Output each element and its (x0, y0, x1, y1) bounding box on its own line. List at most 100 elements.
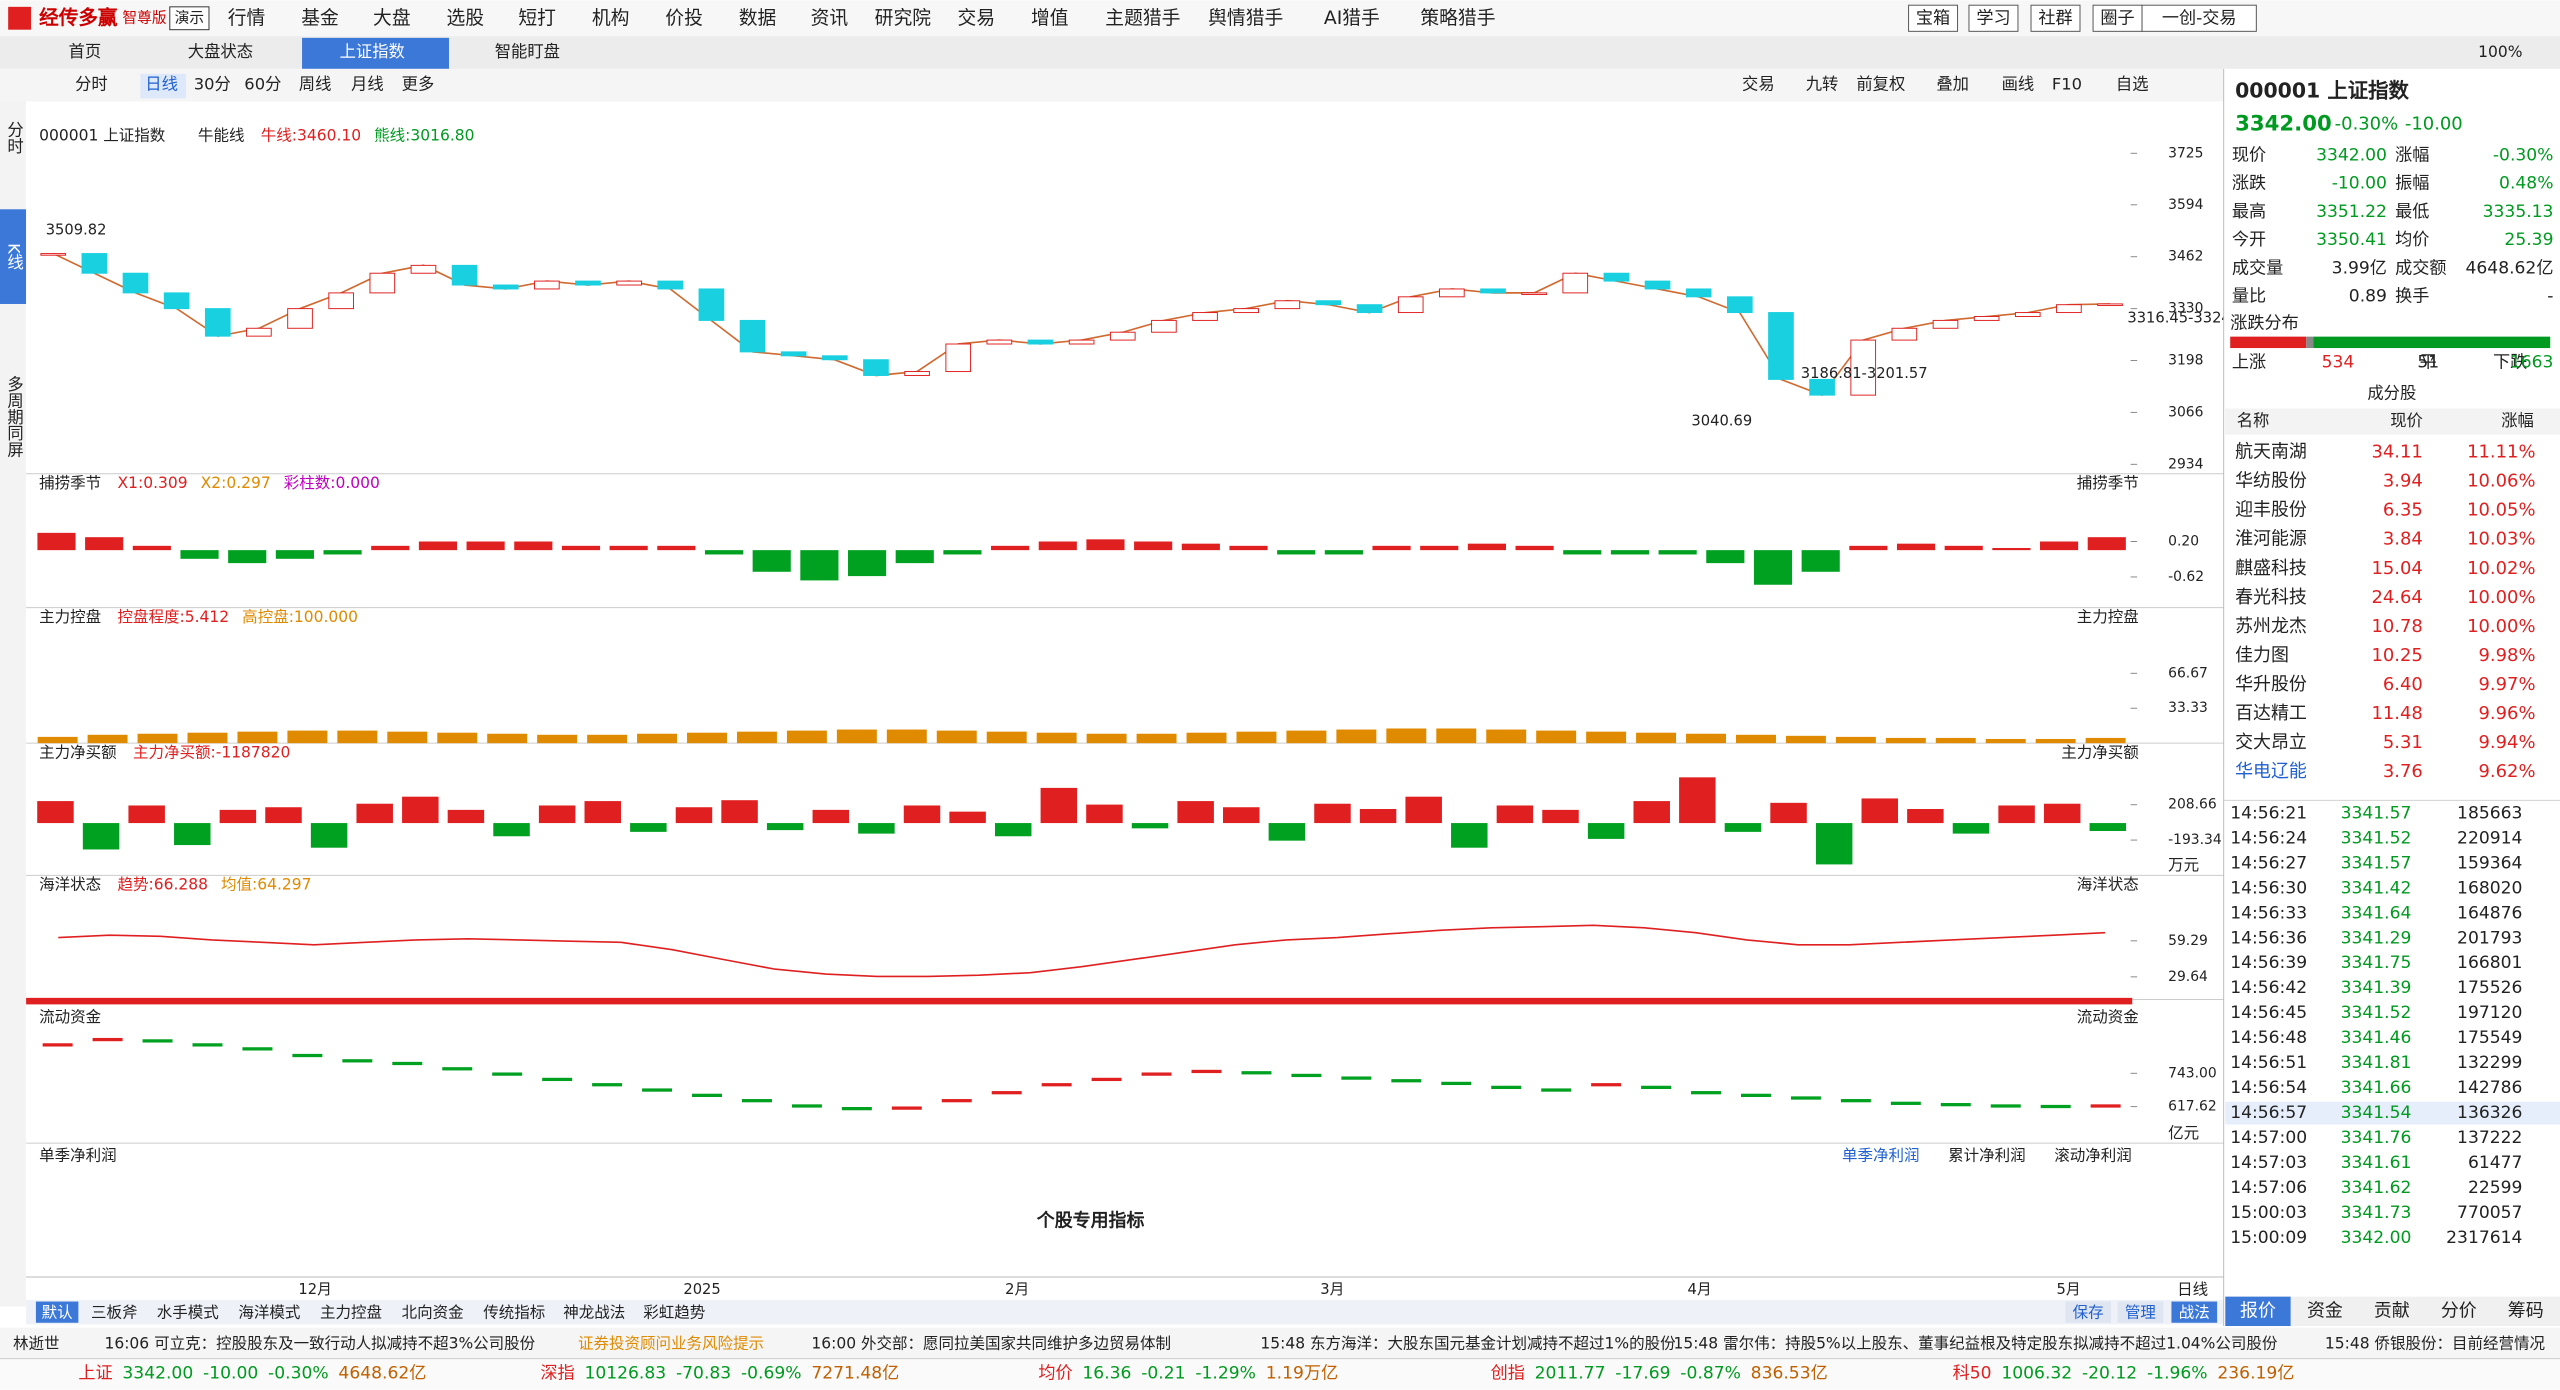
period-button[interactable]: 60分 (244, 75, 281, 94)
legend-entry: 熊线:3016.80 (374, 126, 474, 144)
stock-name[interactable]: 华升股份 (2235, 674, 2307, 695)
menu-item[interactable]: 价投 (665, 7, 703, 29)
top-button-label[interactable]: 圈子 (2100, 8, 2134, 28)
tool-button[interactable]: 九转 (1806, 75, 1839, 94)
stock-name[interactable]: 交大昂立 (2235, 732, 2307, 753)
menu-item[interactable]: 增值 (1031, 7, 1069, 29)
trade-volume: 142786 (2457, 1078, 2522, 1098)
news-item[interactable]: 16:00 外交部：愿同拉美国家共同维护多边贸易体制 (811, 1334, 1171, 1352)
menu-item[interactable]: 舆情猎手 (1208, 7, 1283, 29)
panel-button-label[interactable]: 保存 (2073, 1303, 2104, 1321)
index-name[interactable]: 均价 (1038, 1363, 1072, 1383)
news-item[interactable]: 林逝世 (13, 1334, 60, 1352)
indicator-tab[interactable]: 默认 (42, 1303, 73, 1321)
menu-item[interactable]: 交易 (958, 7, 996, 29)
index-name[interactable]: 创指 (1491, 1363, 1525, 1383)
side-tab[interactable]: 多周期同屏 (5, 376, 24, 458)
menu-item[interactable]: 大盘 (373, 7, 411, 29)
panel-button-label[interactable]: 管理 (2125, 1303, 2156, 1321)
side-tab[interactable]: K线 (5, 243, 24, 270)
menu-item[interactable]: 策略猎手 (1420, 7, 1495, 29)
period-button[interactable]: 更多 (402, 75, 435, 94)
profit-button[interactable]: 滚动净利润 (2054, 1147, 2132, 1165)
menu-item[interactable]: 选股 (447, 7, 485, 29)
tool-button[interactable]: 叠加 (1936, 75, 1969, 94)
stock-name[interactable]: 华纺股份 (2235, 471, 2307, 492)
menu-item[interactable]: 机构 (592, 7, 630, 29)
demo-box (169, 6, 210, 31)
stock-name[interactable]: 春光科技 (2235, 587, 2307, 608)
tool-button[interactable]: 画线 (2002, 75, 2035, 94)
unit-label: 亿元 (2168, 1124, 2199, 1142)
right-tab[interactable]: 资金 (2307, 1300, 2343, 1321)
news-item[interactable]: 15:48 东方海洋：大股东国元基金计划减持不超过1%的股份 (1260, 1334, 1676, 1352)
side-tab[interactable]: 分时 (5, 121, 24, 154)
right-tab[interactable]: 报价 (2240, 1300, 2276, 1321)
tab[interactable]: 智能盯盘 (495, 42, 560, 61)
menu-item[interactable]: 行情 (228, 7, 266, 29)
trade-price: 3341.75 (2341, 953, 2412, 973)
bar (1496, 805, 1534, 824)
tab[interactable]: 首页 (69, 42, 102, 61)
period-button[interactable]: 周线 (299, 75, 332, 94)
tab[interactable]: 大盘状态 (188, 42, 253, 61)
stock-name[interactable]: 佳力图 (2235, 645, 2289, 666)
tool-button[interactable]: 自选 (2116, 75, 2149, 94)
indicator-tab[interactable]: 北向资金 (402, 1303, 465, 1321)
tool-button[interactable]: F10 (2052, 75, 2082, 94)
stock-name[interactable]: 航天南湖 (2235, 442, 2307, 463)
stock-change: 9.94% (2479, 732, 2536, 753)
right-tab[interactable]: 分价 (2441, 1300, 2477, 1321)
menu-item[interactable]: 数据 (739, 7, 777, 29)
dot (1491, 1085, 1522, 1090)
news-item[interactable]: 证券投资顾问业务风险提示 (578, 1334, 764, 1352)
stock-name[interactable]: 华电辽能 (2235, 761, 2307, 782)
candle (122, 272, 149, 294)
index-name[interactable]: 上证 (78, 1363, 112, 1383)
menu-item[interactable]: 基金 (301, 7, 339, 29)
index-name[interactable]: 深指 (540, 1363, 574, 1383)
candle (2056, 304, 2082, 314)
period-button[interactable]: 月线 (351, 75, 384, 94)
menu-item[interactable]: AI猎手 (1324, 7, 1380, 29)
profit-button[interactable]: 单季净利润 (1842, 1147, 1920, 1165)
indicator-tab[interactable]: 彩虹趋势 (643, 1303, 705, 1321)
index-name[interactable]: 科50 (1953, 1363, 1992, 1383)
index-value: -10.00 (203, 1363, 258, 1383)
right-tab[interactable]: 筹码 (2508, 1300, 2544, 1321)
candle (986, 339, 1013, 345)
news-item[interactable]: 15:48 雷尔伟：持股5%以上股东、董事纪益根及特定股东拟减持不超过1.04%… (1673, 1334, 2277, 1352)
panel-button-label[interactable]: 战法 (2179, 1303, 2210, 1321)
indicator-tab[interactable]: 海洋模式 (238, 1303, 300, 1321)
stock-name[interactable]: 百达精工 (2235, 703, 2307, 724)
indicator-tab[interactable]: 水手模式 (157, 1303, 219, 1321)
menu-item[interactable]: 资讯 (811, 7, 849, 29)
indicator-tab[interactable]: 三板斧 (91, 1303, 138, 1321)
top-button-label[interactable]: 一创-交易 (2162, 8, 2237, 28)
stock-name[interactable]: 麒盛科技 (2235, 558, 2307, 579)
tool-button[interactable]: 交易 (1742, 75, 1775, 94)
top-button-label[interactable]: 学习 (1976, 8, 2010, 28)
tool-button[interactable]: 前复权 (1856, 75, 1905, 94)
tab[interactable]: 上证指数 (340, 42, 405, 61)
period-button[interactable]: 日线 (145, 75, 178, 94)
news-item[interactable]: 16:06 可立克：控股股东及一致行动人拟减持不超3%公司股份 (104, 1334, 535, 1352)
menu-item[interactable]: 主题猎手 (1105, 7, 1180, 29)
profit-button[interactable]: 累计净利润 (1948, 1147, 2026, 1165)
indicator-tab[interactable]: 神龙战法 (563, 1303, 625, 1321)
top-button-label[interactable]: 宝箱 (1916, 8, 1950, 28)
menu-item[interactable]: 短打 (518, 7, 556, 29)
right-tab[interactable]: 贡献 (2374, 1300, 2410, 1321)
stock-name[interactable]: 苏州龙杰 (2235, 616, 2307, 637)
indicator-tab[interactable]: 主力控盘 (320, 1302, 382, 1321)
period-button[interactable]: 30分 (194, 75, 231, 94)
stock-name[interactable]: 淮河能源 (2235, 529, 2307, 550)
bar (986, 731, 1027, 744)
menu-item[interactable]: 研究院 (875, 7, 932, 29)
stock-name[interactable]: 迎丰股份 (2235, 500, 2307, 521)
index-value: -0.69% (741, 1363, 802, 1383)
period-button[interactable]: 分时 (75, 75, 108, 94)
news-item[interactable]: 15:48 侨银股份：目前经营情况 (2325, 1334, 2545, 1352)
indicator-tab[interactable]: 传统指标 (483, 1303, 545, 1321)
top-button-label[interactable]: 社群 (2038, 8, 2072, 28)
